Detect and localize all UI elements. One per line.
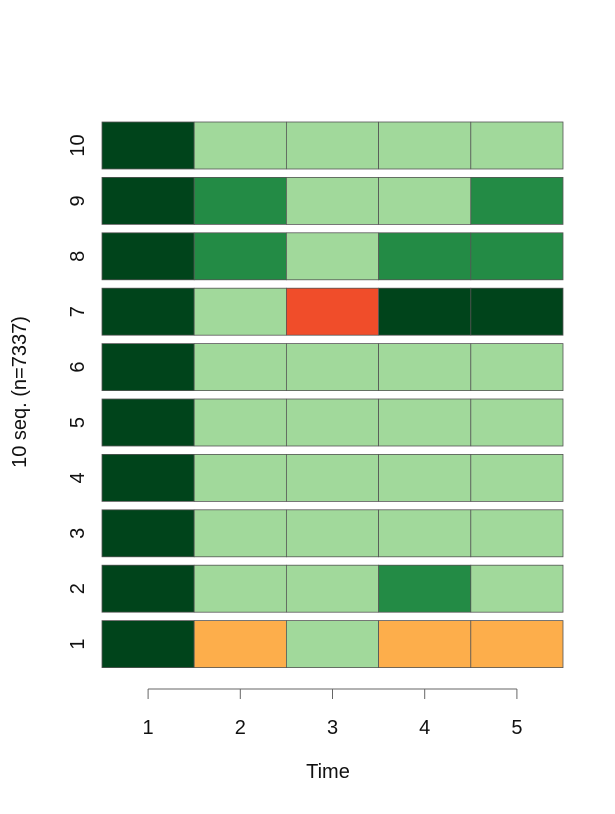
cell-seq10-t3 [285,121,379,170]
cell-seq5-t2 [193,398,287,447]
cell-seq7-t2 [193,287,287,336]
y-tick-label-6: 6 [67,362,89,373]
cell-seq3-t2 [193,509,287,558]
x-tick-label-2: 2 [235,717,246,739]
cell-seq1-t1 [101,620,195,668]
cell-seq6-t1 [101,343,195,392]
y-tick-label-2: 2 [67,583,89,594]
cell-seq10-t4 [378,121,472,170]
x-axis [147,688,518,699]
y-tick-label-3: 3 [67,528,89,539]
y-tick-label-10: 10 [67,134,89,156]
x-tick-label-1: 1 [143,717,154,739]
cell-seq6-t4 [378,343,472,392]
cell-seq10-t5 [470,121,564,170]
x-axis-title: Time [306,761,350,783]
cell-seq7-t4 [378,287,472,336]
cell-seq3-t4 [378,509,472,558]
cell-seq5-t1 [101,398,195,447]
cell-seq7-t5 [470,287,564,336]
y-tick-label-8: 8 [67,251,89,262]
cell-seq4-t5 [470,453,564,502]
cell-seq7-t3 [285,287,379,336]
x-tick-label-5: 5 [511,717,522,739]
y-tick-label-4: 4 [67,472,89,483]
cell-seq3-t3 [285,509,379,558]
cell-seq2-t2 [193,564,287,613]
cell-seq9-t4 [378,176,472,225]
cell-seq6-t5 [470,343,564,392]
cell-seq8-t5 [470,232,564,281]
x-tick-labels: 1 2 3 4 5 [143,717,523,739]
y-tick-label-1: 1 [67,639,89,650]
cell-seq6-t3 [285,343,379,392]
cell-seq4-t3 [285,453,379,502]
cell-seq10-t1 [101,121,195,170]
cell-seq4-t4 [378,453,472,502]
plot-cells [101,121,564,668]
cell-seq5-t3 [285,398,379,447]
y-tick-label-5: 5 [67,417,89,428]
cell-seq4-t1 [101,453,195,502]
cell-seq9-t2 [193,176,287,225]
cell-seq10-t2 [193,121,287,170]
cell-seq1-t2 [193,620,287,668]
x-tick-label-4: 4 [419,717,430,739]
y-tick-label-9: 9 [67,195,89,206]
cell-seq8-t1 [101,232,195,281]
cell-seq8-t2 [193,232,287,281]
cell-seq8-t4 [378,232,472,281]
cell-seq1-t4 [378,620,472,668]
cell-seq2-t5 [470,564,564,613]
cell-seq2-t4 [378,564,472,613]
cell-seq8-t3 [285,232,379,281]
cell-seq2-t1 [101,564,195,613]
cell-seq6-t2 [193,343,287,392]
cell-seq1-t5 [470,620,564,668]
cell-seq5-t4 [378,398,472,447]
cell-seq4-t2 [193,453,287,502]
cell-seq3-t1 [101,509,195,558]
cell-seq9-t3 [285,176,379,225]
cell-seq1-t3 [285,620,379,668]
cell-seq2-t3 [285,564,379,613]
cell-seq7-t1 [101,287,195,336]
x-tick-label-3: 3 [327,717,338,739]
cell-seq9-t1 [101,176,195,225]
y-tick-labels: 1 2 3 4 5 6 7 8 9 10 [67,134,89,649]
cell-seq5-t5 [470,398,564,447]
y-tick-label-7: 7 [67,306,89,317]
cell-seq9-t5 [470,176,564,225]
cell-seq3-t5 [470,509,564,558]
y-axis-title: 10 seq. (n=7337) [9,316,31,468]
